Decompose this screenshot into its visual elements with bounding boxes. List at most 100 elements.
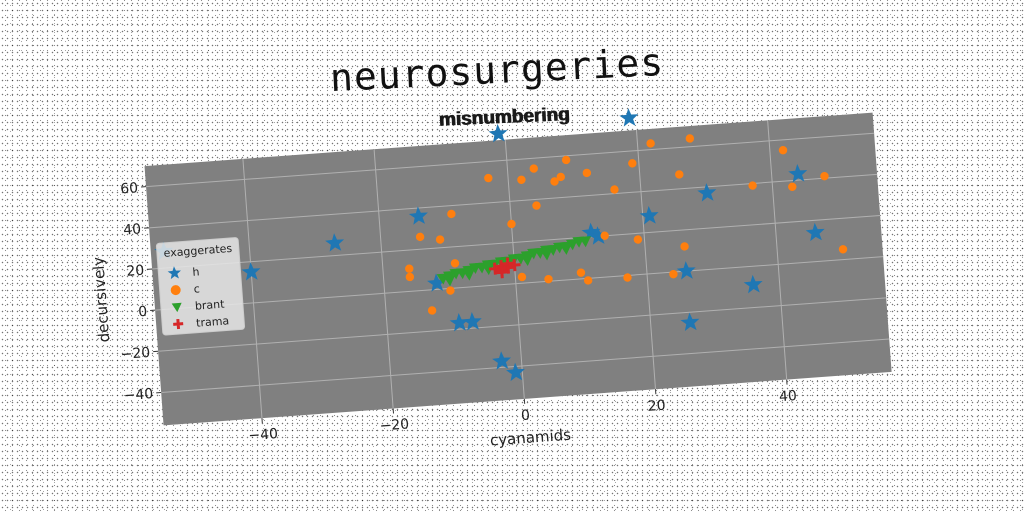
point-c — [646, 139, 655, 148]
point-c — [820, 171, 829, 181]
point-c — [450, 259, 460, 268]
point-c — [544, 274, 553, 284]
point-c — [561, 155, 571, 165]
point-trama — [501, 257, 514, 270]
point-c — [415, 232, 425, 242]
point-h — [788, 163, 808, 183]
y-grid-line — [146, 132, 875, 188]
legend-marker-brant — [171, 302, 182, 313]
point-c — [517, 175, 526, 184]
point-trama — [508, 259, 521, 272]
point-h — [492, 351, 512, 370]
legend-marker-c — [170, 285, 181, 296]
legend-label-trama: trama — [196, 314, 230, 329]
point-c — [685, 134, 695, 143]
legend-label-brant: brant — [194, 298, 225, 313]
y-tick-label: 40 — [123, 221, 142, 238]
axis-layer: −40 −20 0 20 40 −40 −20 0 20 40 60 — [120, 180, 798, 444]
point-h — [805, 222, 825, 242]
x-grid-line — [635, 129, 656, 390]
legend-label-c: c — [193, 282, 200, 295]
point-brant — [520, 254, 533, 267]
point-c — [838, 245, 848, 254]
legend-marker-trama — [173, 318, 184, 330]
y-tick-label: 0 — [138, 304, 148, 321]
point-c — [628, 159, 637, 168]
point-brant — [559, 243, 572, 255]
x-tick-label: −40 — [248, 426, 279, 444]
point-h — [488, 123, 508, 143]
point-c — [778, 146, 788, 155]
point-h — [743, 274, 763, 294]
point-c — [484, 173, 493, 183]
point-c — [532, 201, 541, 210]
x-grid-line — [373, 149, 394, 409]
point-c — [517, 272, 527, 282]
series-layer — [154, 108, 848, 382]
point-brant — [578, 236, 591, 248]
series-brant — [436, 236, 591, 287]
point-c — [582, 168, 592, 178]
point-c — [447, 209, 456, 219]
point-c — [788, 182, 797, 191]
point-h — [427, 273, 446, 292]
y-grid-line — [152, 215, 881, 270]
x-tick-label: 40 — [778, 388, 797, 405]
point-brant — [565, 239, 578, 251]
legend-title: exaggerates — [163, 242, 233, 260]
y-grid-line — [161, 338, 890, 393]
point-h — [619, 108, 639, 127]
series-trama — [488, 257, 521, 279]
y-axis-label: decursively — [89, 256, 113, 343]
point-h — [462, 312, 482, 331]
x-tick-label: 20 — [647, 398, 666, 415]
point-c — [583, 276, 593, 285]
point-h — [588, 226, 608, 245]
point-h — [680, 312, 700, 332]
y-tick-label: 60 — [120, 180, 139, 197]
x-axis-label: cyanamids — [489, 426, 571, 450]
point-brant — [546, 244, 559, 256]
point-c — [633, 235, 643, 244]
point-brant — [443, 275, 456, 287]
point-c — [680, 242, 689, 251]
x-grid-line — [242, 158, 263, 419]
point-h — [408, 206, 428, 225]
x-grid-line — [767, 120, 788, 380]
legend-label-h: h — [192, 265, 200, 278]
point-c — [405, 272, 415, 282]
y-grid-line — [155, 256, 884, 311]
x-tick-label: 0 — [521, 408, 531, 425]
point-c — [550, 177, 559, 186]
grid-lines — [146, 120, 890, 419]
legend-marker-h — [167, 266, 181, 280]
point-h — [676, 261, 696, 280]
y-tick-label: 20 — [126, 263, 145, 280]
legend-box — [155, 237, 246, 336]
series-c — [405, 134, 848, 315]
point-trama — [488, 262, 502, 275]
plot-area-group: −40 −20 0 20 40 −40 −20 0 20 40 60 exaggerates hcb… — [89, 108, 892, 450]
point-h — [639, 205, 659, 225]
x-tick-label: −20 — [379, 416, 410, 434]
y-tick-label: −40 — [123, 386, 154, 404]
point-c — [435, 235, 445, 244]
point-c — [507, 219, 516, 229]
point-c — [446, 286, 455, 295]
point-c — [610, 185, 619, 194]
point-brant — [462, 269, 475, 281]
point-c — [748, 181, 757, 190]
point-c — [405, 264, 414, 273]
series-h — [154, 108, 825, 382]
point-c — [600, 231, 609, 240]
point-trama — [495, 266, 508, 279]
point-c — [427, 306, 437, 315]
point-c — [556, 172, 565, 182]
point-h — [697, 183, 717, 202]
point-brant — [540, 249, 553, 261]
point-c — [675, 170, 684, 179]
point-c — [623, 273, 632, 282]
